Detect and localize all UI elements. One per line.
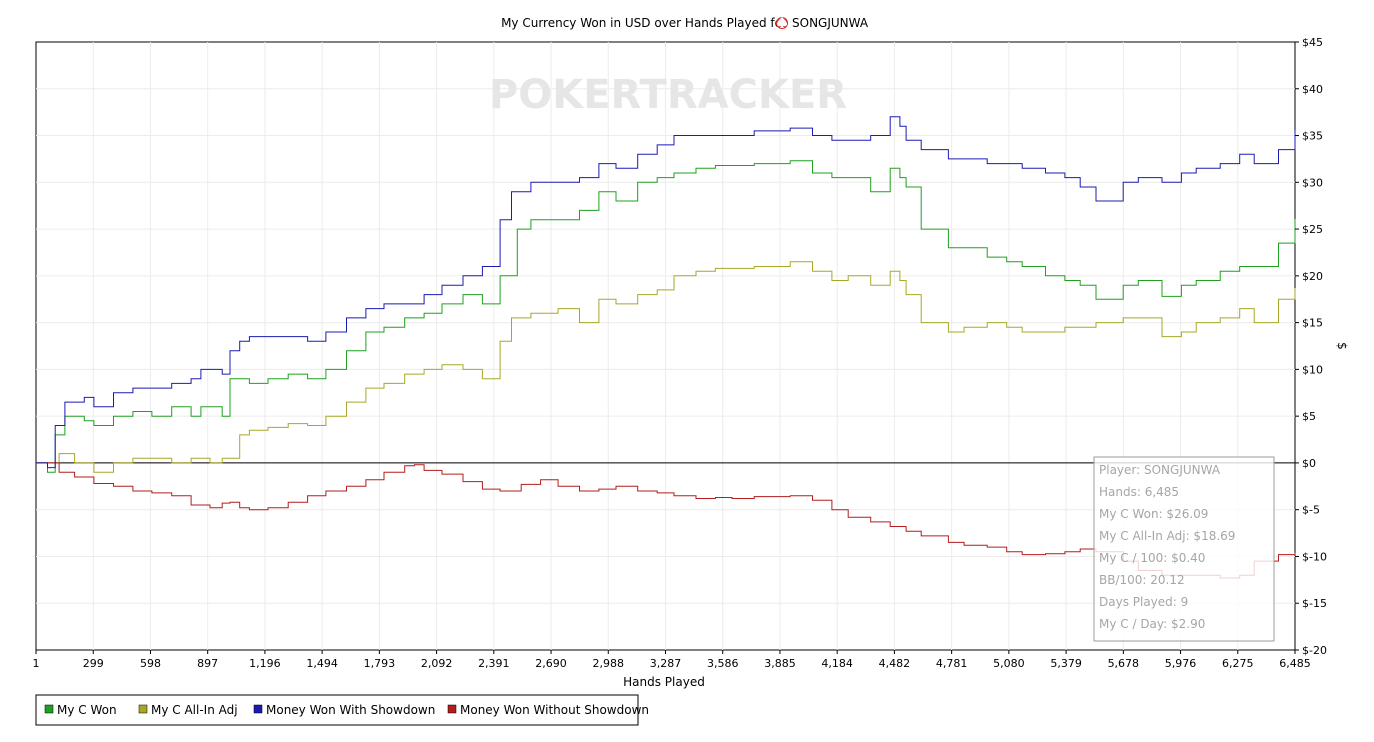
legend: My C Won My C All-In Adj Money Won With Sh… <box>35 694 649 726</box>
chart-title: My Currency Won in USD over Hands Played… <box>501 16 787 30</box>
x-tick-label: 2,092 <box>421 657 453 670</box>
tooltip-line: My C / Day: $2.90 <box>1099 617 1205 631</box>
spade-logo-icon <box>776 17 788 29</box>
series-line-4 <box>36 462 1296 579</box>
x-tick-label: 3,885 <box>764 657 796 670</box>
legend-label: My C Won <box>57 703 117 717</box>
x-tick-label: 4,184 <box>821 657 853 670</box>
x-tick-label: 6,485 <box>1279 657 1311 670</box>
x-tick-label: 2,988 <box>593 657 625 670</box>
legend-swatch <box>138 704 148 714</box>
chart-title-player: SONGJUNWA <box>792 16 869 30</box>
y-tick-label: $20 <box>1302 270 1323 283</box>
series-lines <box>36 116 1296 579</box>
y-tick-label: $10 <box>1302 363 1323 376</box>
chart-title-text: My Currency Won in USD over Hands Played… <box>501 16 787 30</box>
y-axis-label: $ <box>1335 342 1349 350</box>
x-tick-label: 6,275 <box>1222 657 1254 670</box>
tooltip: Player: SONGJUNWA Hands: 6,485 My C Won: $… <box>1093 456 1275 642</box>
series-line-3 <box>36 116 1296 469</box>
x-tick-label: 897 <box>197 657 218 670</box>
series-line-2 <box>36 261 1296 473</box>
tooltip-line: My C All-In Adj: $18.69 <box>1099 529 1235 543</box>
x-tick-label: 5,379 <box>1050 657 1082 670</box>
tooltip-line: My C / 100: $0.40 <box>1099 551 1205 565</box>
x-axis-ticks: 1 299 598 897 1,196 1,494 1,793 2,092 2,391 2,690… <box>33 650 1311 670</box>
x-tick-label: 1 <box>33 657 40 670</box>
y-axis-ticks: $45 $40 $35 $30 $25 $20 $15 $10 $5 $0 $-5 $-10 $-15 $… <box>1295 36 1327 657</box>
legend-swatch <box>44 704 54 714</box>
x-tick-label: 5,080 <box>993 657 1025 670</box>
legend-box <box>35 694 639 726</box>
plot-area: POKERTRACKER <box>35 41 1296 651</box>
x-axis-label: Hands Played <box>623 675 705 689</box>
y-tick-label: $35 <box>1302 130 1323 143</box>
x-tick-label: 4,482 <box>879 657 911 670</box>
x-tick-label: 2,391 <box>478 657 510 670</box>
legend-swatch <box>447 704 457 714</box>
x-tick-label: 1,196 <box>249 657 281 670</box>
x-tick-label: 4,781 <box>936 657 968 670</box>
y-tick-label: $5 <box>1302 410 1316 423</box>
tooltip-line: Hands: 6,485 <box>1099 485 1179 499</box>
x-tick-label: 1,793 <box>364 657 396 670</box>
y-tick-label: $-10 <box>1302 550 1327 563</box>
legend-swatch <box>253 704 263 714</box>
y-tick-label: $40 <box>1302 83 1323 96</box>
tooltip-line: Player: SONGJUNWA <box>1099 463 1221 477</box>
y-tick-label: $-5 <box>1302 504 1320 517</box>
y-tick-label: $-20 <box>1302 644 1327 657</box>
x-tick-label: 3,287 <box>650 657 682 670</box>
y-tick-label: $25 <box>1302 223 1323 236</box>
x-tick-label: 5,976 <box>1165 657 1197 670</box>
tooltip-line: Days Played: 9 <box>1099 595 1188 609</box>
y-tick-label: $45 <box>1302 36 1323 49</box>
tooltip-line: My C Won: $26.09 <box>1099 507 1208 521</box>
gridlines <box>36 42 1295 650</box>
x-tick-label: 5,678 <box>1108 657 1140 670</box>
series-line-1 <box>36 160 1296 473</box>
legend-label: Money Won Without Showdown <box>460 703 649 717</box>
x-tick-label: 3,586 <box>707 657 739 670</box>
legend-label: My C All-In Adj <box>151 703 238 717</box>
legend-label: Money Won With Showdown <box>266 703 435 717</box>
y-tick-label: $0 <box>1302 457 1316 470</box>
y-tick-label: $15 <box>1302 317 1323 330</box>
tooltip-line: BB/100: 20.12 <box>1099 573 1185 587</box>
watermark: POKERTRACKER <box>489 72 847 118</box>
x-tick-label: 2,690 <box>535 657 567 670</box>
y-tick-label: $-15 <box>1302 597 1327 610</box>
tooltip-box <box>1093 456 1275 642</box>
x-tick-label: 299 <box>83 657 104 670</box>
y-tick-label: $30 <box>1302 176 1323 189</box>
x-tick-label: 1,494 <box>306 657 338 670</box>
x-tick-label: 598 <box>140 657 161 670</box>
